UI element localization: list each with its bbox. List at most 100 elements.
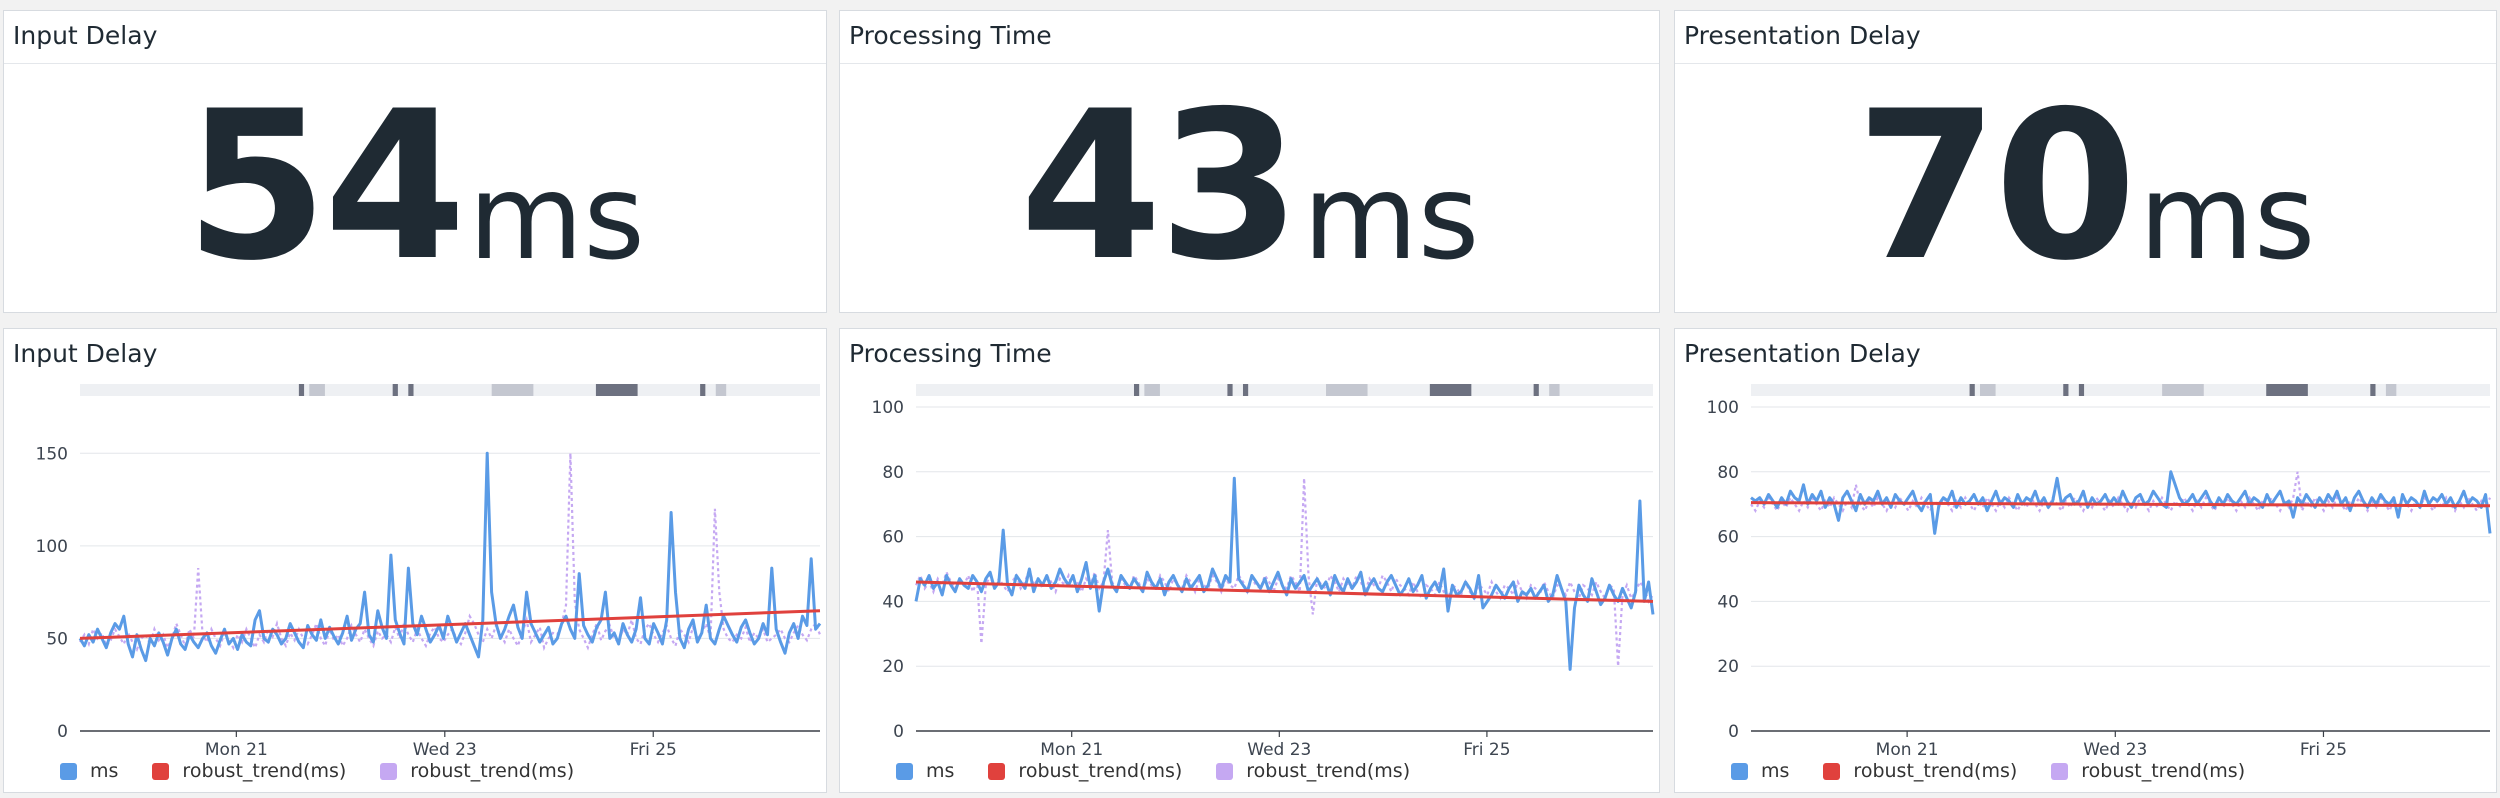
x-tick-label: Fri 25	[2300, 740, 2347, 760]
legend-swatch-robust	[2051, 762, 2069, 780]
stat-unit: ms	[2138, 148, 2316, 286]
chart-panel-processing-time[interactable]: Processing Time 0 20 40 60 80 100 Mon 21 Wed 23…	[839, 328, 1660, 793]
event-strip	[916, 384, 1653, 396]
event-marker	[700, 384, 706, 396]
y-tick-label: 0	[1728, 722, 1739, 742]
legend-label: robust_trend(ms)	[1246, 760, 1411, 782]
event-strip	[80, 384, 820, 396]
chart-legend: ms robust_trend(ms) robust_trend(ms)	[1731, 760, 2279, 782]
y-tick-label: 80	[882, 463, 904, 483]
legend-swatch-robust	[1216, 762, 1234, 780]
legend-swatch-trend	[152, 762, 170, 780]
timeseries-chart[interactable]: 0 20 40 60 80 100 Mon 21 Wed 23 Fri 25	[840, 329, 1661, 794]
panel-title: Input Delay	[13, 21, 158, 50]
legend-label: robust_trend(ms)	[2081, 760, 2246, 782]
event-marker	[408, 384, 414, 396]
series-line-trend	[1750, 501, 2491, 508]
legend-label: ms	[1761, 760, 1790, 782]
event-marker	[1326, 384, 1368, 396]
event-strip	[1751, 384, 2490, 396]
x-tick-label: Mon 21	[1876, 740, 1939, 760]
x-tick-label: Mon 21	[205, 740, 268, 760]
stat-unit: ms	[468, 148, 645, 286]
stat-panel-input-delay[interactable]: Input Delay 54 ms	[3, 10, 827, 313]
panel-title: Presentation Delay	[1684, 21, 1921, 50]
legend-swatch-trend	[1823, 762, 1841, 780]
event-marker	[2162, 384, 2204, 396]
event-marker	[2370, 384, 2376, 396]
event-strip-bg	[916, 384, 1653, 396]
legend-item-robust-trend[interactable]: robust_trend(ms)	[2051, 760, 2245, 782]
y-tick-label: 80	[1717, 463, 1739, 483]
legend-label: robust_trend(ms)	[1853, 760, 2018, 782]
series-line-robust-trend	[914, 478, 1654, 667]
event-marker	[2078, 384, 2085, 396]
event-marker	[1133, 384, 1140, 396]
panel-title: Processing Time	[849, 339, 1052, 368]
stat-panel-presentation-delay[interactable]: Presentation Delay 70 ms	[1674, 10, 2497, 313]
legend-item-robust-trend[interactable]: robust_trend(ms)	[380, 760, 574, 782]
stat-value: 70	[1855, 68, 2137, 306]
timeseries-chart[interactable]: 0 50 100 150 Mon 21 Wed 23 Fri 25	[4, 329, 828, 794]
legend-label: ms	[926, 760, 955, 782]
chart-panel-presentation-delay[interactable]: Presentation Delay 0 20 40 60 80 100 Mon 21 Wed…	[1674, 328, 2497, 793]
series-line-trend	[79, 609, 821, 640]
event-marker	[2063, 384, 2069, 396]
event-marker	[1242, 384, 1249, 396]
legend-item-robust-trend[interactable]: robust_trend(ms)	[1216, 760, 1410, 782]
event-marker	[1533, 384, 1539, 396]
panel-divider	[4, 63, 826, 64]
chart-panel-input-delay[interactable]: Input Delay 0 50 100 150 Mon 21 Wed 23 Fri 25 …	[3, 328, 827, 793]
legend-item-ms[interactable]: ms	[1731, 760, 1789, 782]
legend-item-ms[interactable]: ms	[60, 760, 118, 782]
legend-item-trend[interactable]: robust_trend(ms)	[1823, 760, 2017, 782]
x-tick-label: Mon 21	[1040, 740, 1103, 760]
y-tick-label: 40	[882, 592, 904, 612]
legend-swatch-series	[60, 762, 77, 780]
panel-title: Presentation Delay	[1684, 339, 1921, 368]
series-line-trend	[915, 580, 1654, 603]
y-tick-label: 40	[1717, 592, 1739, 612]
event-marker	[2385, 384, 2397, 396]
y-tick-label: 60	[1717, 528, 1739, 548]
legend-label: robust_trend(ms)	[410, 760, 575, 782]
legend-label: ms	[90, 760, 119, 782]
event-marker	[1979, 384, 1996, 396]
legend-item-trend[interactable]: robust_trend(ms)	[152, 760, 346, 782]
event-marker	[1969, 384, 1975, 396]
event-marker	[309, 384, 325, 396]
y-tick-label: 0	[893, 722, 904, 742]
timeseries-chart[interactable]: 0 20 40 60 80 100 Mon 21 Wed 23 Fri 25	[1675, 329, 2498, 794]
chart-legend: ms robust_trend(ms) robust_trend(ms)	[60, 760, 608, 782]
panel-title: Processing Time	[849, 21, 1052, 50]
legend-swatch-series	[896, 762, 913, 780]
legend-label: robust_trend(ms)	[182, 760, 347, 782]
x-tick-label: Wed 23	[2083, 740, 2147, 760]
y-tick-label: 20	[882, 657, 904, 677]
stat-unit: ms	[1302, 148, 1480, 286]
y-tick-label: 50	[46, 629, 68, 649]
event-marker	[715, 384, 727, 396]
event-strip-bg	[1751, 384, 2490, 396]
event-marker	[491, 384, 534, 396]
stat-panel-processing-time[interactable]: Processing Time 43 ms	[839, 10, 1660, 313]
event-marker	[1144, 384, 1160, 396]
legend-item-trend[interactable]: robust_trend(ms)	[988, 760, 1182, 782]
x-tick-label: Fri 25	[1463, 740, 1510, 760]
x-tick-label: Wed 23	[1247, 740, 1311, 760]
legend-swatch-series	[1731, 762, 1748, 780]
legend-label: robust_trend(ms)	[1018, 760, 1183, 782]
series-line-ms	[914, 476, 1655, 671]
event-strip-bg	[80, 384, 820, 396]
x-tick-label: Wed 23	[413, 740, 477, 760]
y-tick-label: 100	[36, 537, 68, 557]
event-marker	[2266, 384, 2308, 396]
event-marker	[1429, 384, 1472, 396]
legend-swatch-trend	[988, 762, 1006, 780]
series-line-ms	[78, 451, 822, 663]
panel-divider	[1675, 63, 2496, 64]
panel-title: Input Delay	[13, 339, 158, 368]
panel-divider	[840, 63, 1659, 64]
legend-item-ms[interactable]: ms	[896, 760, 954, 782]
legend-swatch-robust	[380, 762, 398, 780]
